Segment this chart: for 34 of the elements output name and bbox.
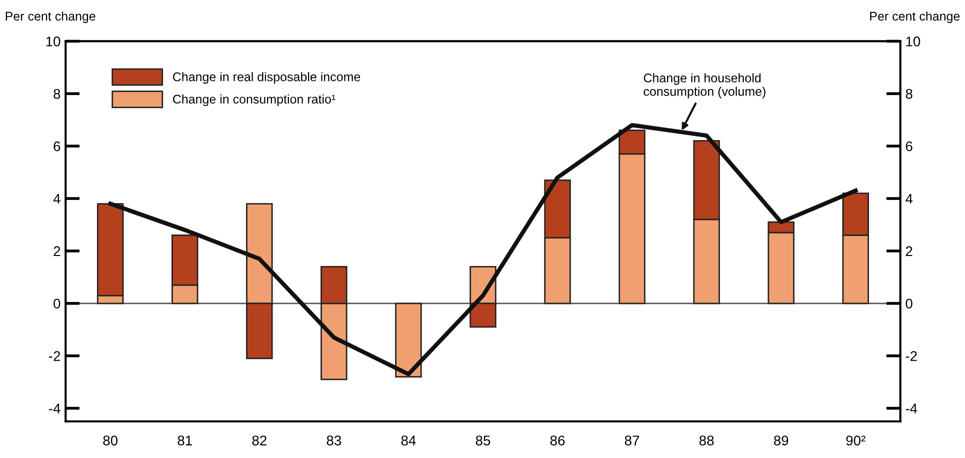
y2-tick-label: 8 <box>906 88 912 99</box>
y-tick-label: -4 <box>49 404 60 414</box>
y-tick-label: 4 <box>53 194 60 204</box>
legend-label: Change in real disposable income <box>172 72 360 84</box>
y-axis-title: Per cent change <box>6 11 96 24</box>
y2-tick-label: 2 <box>906 246 912 256</box>
x-tick-label: 90² <box>846 436 866 446</box>
y2-tick-label: 10 <box>906 36 920 46</box>
y2-tick-label: -2 <box>906 351 917 361</box>
y2-tick-label: -4 <box>906 404 918 414</box>
legend-label: Change in consumption ratio¹ <box>172 94 336 106</box>
annotation: Change in household consumption (volume) <box>644 73 766 98</box>
y2-axis-title: Per cent change <box>870 11 960 24</box>
x-tick-label: 80 <box>103 436 118 446</box>
x-tick-label: 84 <box>401 436 416 446</box>
x-tick-label: 83 <box>326 436 342 446</box>
y-tick-label: 2 <box>54 246 60 256</box>
bar <box>395 302 422 378</box>
x-tick-label: 82 <box>252 436 266 446</box>
x-tick-label: 86 <box>550 436 565 446</box>
x-tick-label: 85 <box>476 436 490 446</box>
y-tick-label: 8 <box>54 88 60 99</box>
y-tick-label: 6 <box>54 141 60 152</box>
y-tick-label: 0 <box>54 298 60 309</box>
y2-tick-label: 0 <box>906 298 912 309</box>
y2-tick-label: 4 <box>906 194 913 204</box>
y-tick-label: -2 <box>49 351 60 361</box>
x-tick-label: 88 <box>699 436 714 446</box>
y2-tick-label: 6 <box>906 141 912 152</box>
x-tick-label: 89 <box>774 436 788 446</box>
y-tick-label: 10 <box>46 36 60 46</box>
x-tick-label: 81 <box>178 436 192 446</box>
line-series <box>108 123 858 376</box>
x-tick-label: 87 <box>624 436 640 446</box>
